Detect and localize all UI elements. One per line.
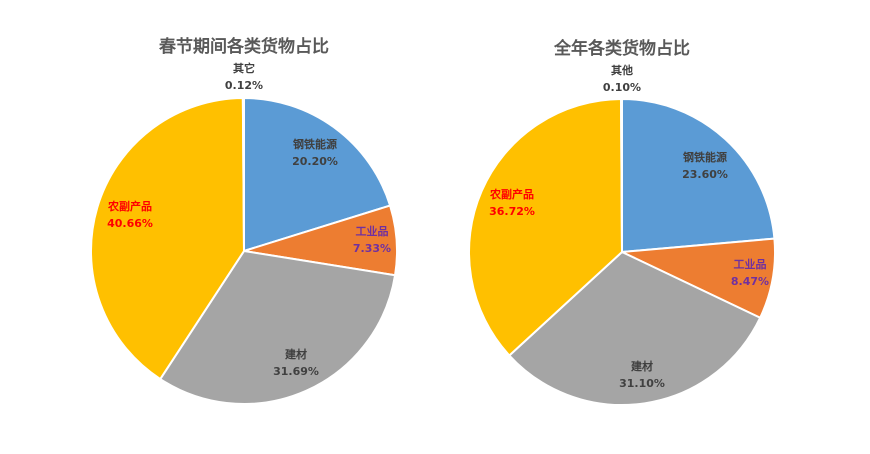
pie-slice-0: [621, 98, 776, 253]
chart-title: 春节期间各类货物占比: [159, 36, 329, 57]
slice-category-label: 工业品: [356, 224, 389, 238]
data-label-1: 工业品 8.47%: [731, 257, 769, 288]
data-label-1: 工业品 7.33%: [353, 224, 391, 255]
slice-percent-label: 23.60%: [682, 168, 728, 181]
pie-slice-2: [508, 251, 762, 406]
pie-slice-3: [468, 98, 623, 357]
data-label-0: 钢铁能源 23.60%: [682, 150, 728, 181]
slice-percent-label: 31.69%: [273, 365, 319, 378]
data-label-0: 钢铁能源 20.20%: [292, 137, 338, 168]
pie-slice-2: [159, 250, 397, 405]
pie-slice-4: [241, 96, 245, 252]
pie-chart-full-year: 全年各类货物占比 钢铁能源 23.60% 工业品 8.47% 建材 31.10% 农副产品 3…: [468, 38, 776, 406]
slice-percent-label: 8.47%: [731, 275, 769, 288]
slice-percent-label: 7.33%: [353, 242, 391, 255]
slice-category-label: 其他: [611, 63, 633, 77]
pie-slice-3: [90, 97, 245, 381]
slice-percent-label: 0.12%: [225, 79, 263, 92]
pie-slice-0: [243, 97, 392, 252]
slice-percent-label: 20.20%: [292, 155, 338, 168]
data-label-4: 其他 0.10%: [603, 63, 641, 94]
slice-category-label: 钢铁能源: [293, 137, 337, 151]
pie-slice-4: [620, 97, 623, 253]
slice-category-label: 其它: [233, 61, 255, 75]
pie-slices: [90, 96, 398, 405]
slice-category-label: 建材: [285, 347, 307, 361]
slice-category-label: 农副产品: [107, 199, 152, 213]
chart-title: 全年各类货物占比: [553, 38, 690, 59]
slice-percent-label: 40.66%: [107, 217, 153, 230]
pie-slices: [468, 97, 776, 406]
slice-category-label: 钢铁能源: [683, 150, 727, 164]
slice-category-label: 建材: [631, 359, 653, 373]
slice-percent-label: 31.10%: [619, 377, 665, 390]
slice-category-label: 工业品: [734, 257, 767, 271]
slice-category-label: 农副产品: [489, 187, 534, 201]
data-label-4: 其它 0.12%: [225, 61, 263, 92]
slice-percent-label: 0.10%: [603, 81, 641, 94]
pie-chart-spring-festival: 春节期间各类货物占比 钢铁能源 20.20% 工业品 7.33% 建材 31.69% 农副产…: [90, 36, 398, 405]
data-label-2: 建材 31.69%: [273, 347, 319, 378]
data-label-3: 农副产品 36.72%: [489, 187, 535, 218]
slice-percent-label: 36.72%: [489, 205, 535, 218]
data-label-2: 建材 31.10%: [619, 359, 665, 390]
data-label-3: 农副产品 40.66%: [107, 199, 153, 230]
